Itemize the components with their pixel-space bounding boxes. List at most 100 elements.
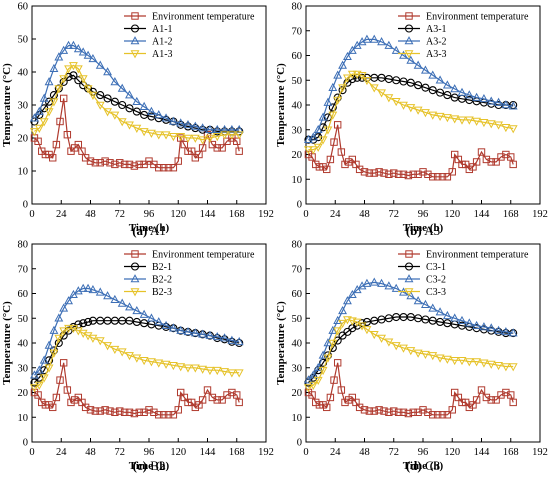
data-point-b-3 bbox=[435, 112, 445, 121]
data-point-d-3 bbox=[323, 354, 333, 363]
legend-marker-c-2 bbox=[130, 274, 140, 283]
series-c-3 bbox=[29, 324, 244, 393]
data-point-c-2 bbox=[88, 284, 98, 294]
data-point-b-0 bbox=[502, 150, 510, 159]
data-point-c-0 bbox=[164, 411, 173, 419]
data-point-d-0 bbox=[487, 396, 495, 404]
data-point-b-3 bbox=[352, 70, 362, 79]
data-point-b-1 bbox=[443, 91, 452, 100]
data-point-a-0 bbox=[198, 144, 207, 152]
chart-c: 0 24 48 72 96 120 144 168 192 0 10 20 30 40 50 60 70 80 Ti… bbox=[1, 240, 274, 474]
legend-marker-d-3 bbox=[404, 288, 414, 297]
x-tick-label-a: 0 bbox=[29, 209, 34, 220]
data-point-c-3 bbox=[44, 364, 54, 373]
data-point-c-1 bbox=[69, 322, 78, 331]
data-point-c-0 bbox=[49, 403, 57, 412]
data-point-b-3 bbox=[413, 106, 423, 115]
y-tick-label-b: 0 bbox=[297, 200, 302, 211]
data-point-d-3 bbox=[472, 358, 482, 367]
series-line-b-1 bbox=[308, 77, 514, 141]
data-point-d-3 bbox=[347, 317, 357, 326]
data-point-b-3 bbox=[399, 101, 408, 110]
data-point-b-2 bbox=[384, 40, 394, 49]
data-point-c-0 bbox=[169, 411, 178, 419]
data-point-a-2 bbox=[139, 101, 149, 110]
data-point-c-0 bbox=[228, 388, 236, 397]
data-point-a-3 bbox=[78, 75, 88, 84]
data-point-d-0 bbox=[419, 406, 427, 414]
y-tick-label-c: 0 bbox=[23, 438, 28, 449]
y-tick-label-d: 20 bbox=[292, 388, 303, 399]
chart-b: 0 24 48 72 96 120 144 168 192 0 10 20 30 40 50 60 70 80 Ti… bbox=[275, 2, 548, 239]
data-point-a-2 bbox=[198, 123, 208, 132]
legend-label-a-3: A1-3 bbox=[152, 49, 173, 60]
data-point-a-3 bbox=[125, 121, 134, 130]
data-point-d-2 bbox=[494, 325, 504, 334]
data-point-d-0 bbox=[438, 411, 447, 419]
data-point-c-2 bbox=[154, 317, 164, 326]
x-tick-label-d: 168 bbox=[503, 447, 519, 458]
data-point-d-0 bbox=[333, 359, 342, 367]
data-point-c-1 bbox=[45, 356, 54, 365]
data-point-d-0 bbox=[409, 408, 417, 417]
data-point-a-3 bbox=[83, 85, 93, 94]
data-point-d-2 bbox=[501, 327, 511, 336]
caption-prefix-a: (a) bbox=[132, 223, 147, 238]
data-point-d-3 bbox=[338, 319, 348, 329]
chart-d: 0 24 48 72 96 120 144 168 192 0 10 20 30 40 50 60 70 80 Ti… bbox=[275, 240, 548, 474]
x-tick-label-a: 96 bbox=[144, 209, 155, 220]
x-axis-title-c: Time (h) bbox=[129, 460, 170, 472]
data-point-a-2 bbox=[161, 113, 171, 122]
data-point-a-0 bbox=[106, 159, 114, 167]
data-point-a-3 bbox=[44, 108, 54, 117]
data-point-a-2 bbox=[183, 119, 193, 129]
data-point-b-0 bbox=[360, 168, 369, 176]
data-point-d-2 bbox=[338, 305, 348, 315]
legend-label-a-0: Environment temperature bbox=[152, 12, 255, 23]
data-point-c-0 bbox=[159, 411, 168, 419]
data-point-b-0 bbox=[433, 173, 442, 181]
data-point-b-0 bbox=[375, 168, 383, 176]
legend-marker-c-3 bbox=[130, 288, 140, 297]
data-point-c-3 bbox=[95, 337, 105, 346]
y-tick-label-b: 70 bbox=[292, 26, 303, 37]
series-line-c-2 bbox=[33, 287, 240, 376]
data-point-b-2 bbox=[442, 80, 452, 89]
data-point-d-3 bbox=[313, 376, 323, 385]
x-tick-label-d: 24 bbox=[330, 447, 341, 458]
data-point-b-2 bbox=[420, 65, 430, 74]
legend-marker-a-2 bbox=[130, 36, 140, 45]
x-axis-title-a: Time (h) bbox=[129, 222, 170, 234]
data-point-a-3 bbox=[59, 75, 69, 84]
data-point-c-3 bbox=[34, 381, 44, 390]
data-point-c-0 bbox=[174, 406, 182, 414]
data-point-b-0 bbox=[326, 155, 335, 164]
data-point-b-2 bbox=[362, 34, 372, 43]
data-point-b-0 bbox=[409, 170, 417, 179]
y-tick-label-d: 50 bbox=[292, 314, 303, 325]
data-point-a-3 bbox=[154, 131, 164, 140]
data-point-d-0 bbox=[375, 406, 383, 414]
data-point-b-0 bbox=[477, 148, 486, 156]
series-b-1 bbox=[304, 73, 518, 144]
data-point-d-0 bbox=[448, 406, 456, 414]
series-line-b-2 bbox=[308, 38, 514, 141]
data-point-a-0 bbox=[218, 144, 226, 152]
chart-a: 0 24 48 72 96 120 144 168 192 0 10 20 30 40 50 60 Time (… bbox=[1, 2, 274, 239]
data-point-d-3 bbox=[406, 347, 416, 356]
data-point-b-1 bbox=[414, 81, 423, 90]
x-tick-label-b: 48 bbox=[359, 209, 370, 220]
data-point-d-2 bbox=[457, 315, 467, 325]
plot-frame-d bbox=[305, 243, 541, 443]
data-point-d-0 bbox=[308, 391, 316, 399]
data-point-d-3 bbox=[486, 360, 496, 369]
data-point-b-2 bbox=[508, 101, 518, 110]
data-point-d-2 bbox=[342, 296, 352, 305]
caption-d: (d) C3 bbox=[406, 458, 440, 473]
data-point-a-3 bbox=[234, 131, 244, 140]
data-point-c-2 bbox=[39, 355, 49, 364]
data-point-d-2 bbox=[435, 307, 445, 316]
